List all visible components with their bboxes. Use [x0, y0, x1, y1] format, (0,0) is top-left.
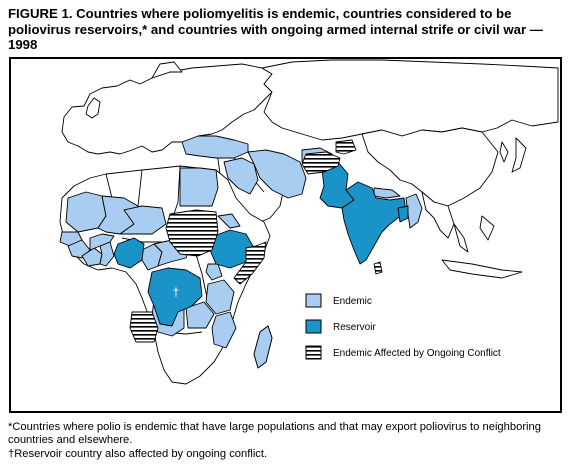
region-turkey [181, 135, 249, 159]
region-eritrea [217, 213, 241, 229]
region-nigeria [113, 237, 145, 269]
region-iraq [223, 157, 259, 195]
conflict-countries [129, 139, 383, 343]
legend-label-reservoir: Reservoir [333, 322, 376, 333]
region-tanzania [205, 279, 235, 315]
region-iran [247, 149, 307, 199]
region-burkina [89, 233, 115, 251]
region-drc [147, 267, 203, 327]
footnote-dagger: †Reservoir country also affected by ongo… [8, 447, 268, 460]
dagger-marker: † [173, 285, 180, 299]
region-bangladesh [397, 205, 409, 223]
map-frame: † Endemic Reservoir Endemic Affected by … [9, 57, 562, 413]
region-afghanistan [301, 151, 341, 175]
region-zambia [185, 301, 215, 329]
figure-title: FIGURE 1. Countries where poliomyelitis … [8, 6, 543, 52]
region-angola-conflict [129, 311, 159, 343]
region-sri-lanka [373, 261, 383, 275]
region-nepal [373, 187, 401, 199]
region-somalia [233, 241, 267, 285]
legend-label-endemic: Endemic [333, 296, 372, 307]
footnotes: *Countries where polio is endemic that h… [8, 421, 568, 461]
region-niger [119, 205, 167, 235]
region-india [341, 181, 407, 265]
region-madagascar [253, 325, 273, 369]
reservoir-countries [113, 161, 409, 327]
region-egypt [179, 167, 219, 207]
legend-label-conflict: Endemic Affected by Ongoing Conflict [333, 348, 501, 359]
legend-swatch-reservoir [305, 319, 322, 334]
region-sudan [165, 209, 219, 257]
legend: Endemic Reservoir Endemic Affected by On… [305, 293, 501, 360]
region-tajikistan [335, 139, 357, 155]
world-map: † Endemic Reservoir Endemic Affected by … [59, 59, 559, 385]
legend-swatch-endemic [305, 293, 322, 308]
footnote-asterisk: *Countries where polio is endemic that h… [8, 421, 541, 447]
legend-swatch-conflict [305, 345, 322, 360]
region-mozambique [211, 311, 237, 349]
